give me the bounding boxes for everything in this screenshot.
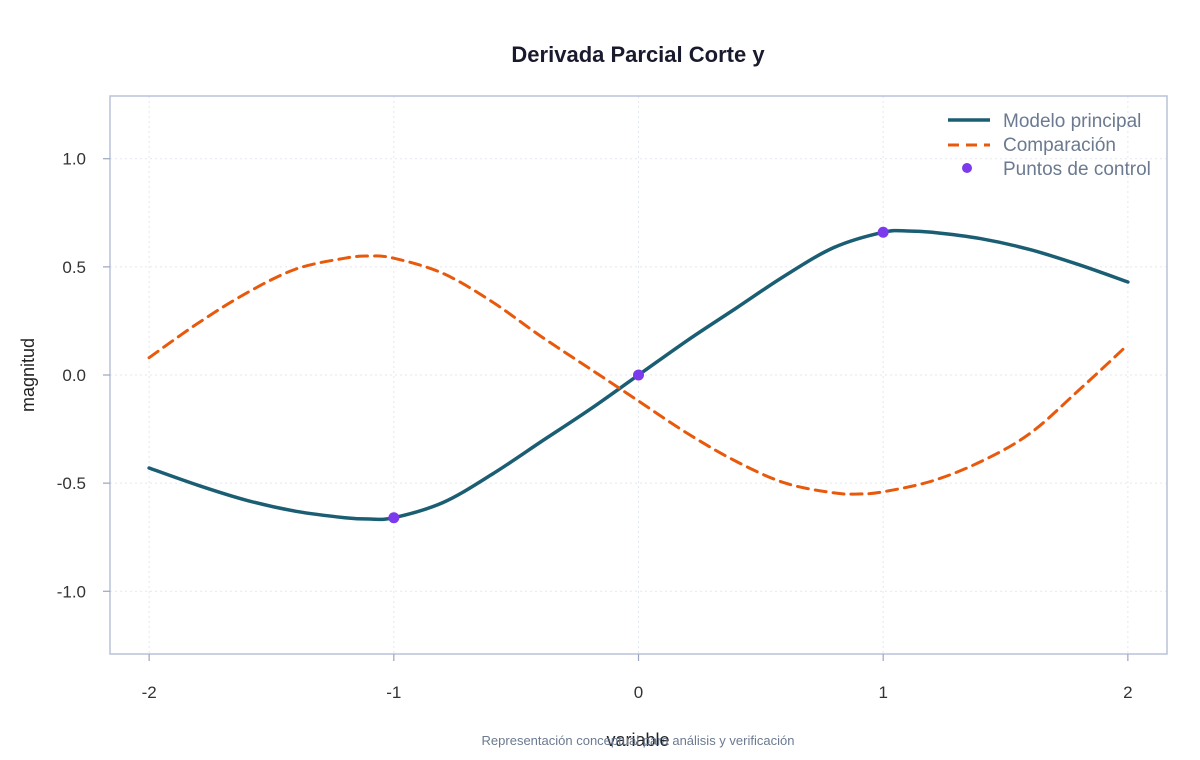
- x-axis-label: variable: [606, 730, 669, 750]
- x-tick-label: -2: [142, 683, 157, 702]
- y-tick-label: 0.5: [62, 258, 86, 277]
- control-point: [388, 512, 400, 524]
- y-tick-label: -0.5: [57, 474, 86, 493]
- chart-caption: Representación conceptual para análisis …: [482, 733, 795, 748]
- x-tick-label: 0: [634, 683, 643, 702]
- axis-ticks: -2 -1 0 1 2 -1.0 -0.5 0.0 0.5 1.0: [57, 150, 1133, 702]
- x-tick-label: 1: [878, 683, 887, 702]
- chart-title: Derivada Parcial Corte y: [511, 42, 765, 67]
- control-point: [633, 369, 644, 381]
- legend-label-modelo: Modelo principal: [1003, 111, 1141, 132]
- legend-label-comparacion: Comparación: [1003, 135, 1116, 156]
- y-tick-label: 1.0: [62, 150, 86, 169]
- x-tick-label: 2: [1123, 683, 1132, 702]
- y-axis-label: magnitud: [18, 338, 38, 412]
- series-layer: [147, 226, 1130, 524]
- grid: [110, 96, 1167, 654]
- y-tick-label: 0.0: [62, 366, 86, 385]
- legend-label-puntos: Puntos de control: [1003, 159, 1151, 180]
- control-point: [877, 226, 889, 238]
- legend: Modelo principal Comparación Puntos de c…: [948, 111, 1151, 180]
- series-line-comparacion: [147, 254, 1130, 496]
- legend-marker-puntos: [962, 163, 972, 173]
- x-tick-label: -1: [386, 683, 401, 702]
- y-tick-label: -1.0: [57, 582, 86, 601]
